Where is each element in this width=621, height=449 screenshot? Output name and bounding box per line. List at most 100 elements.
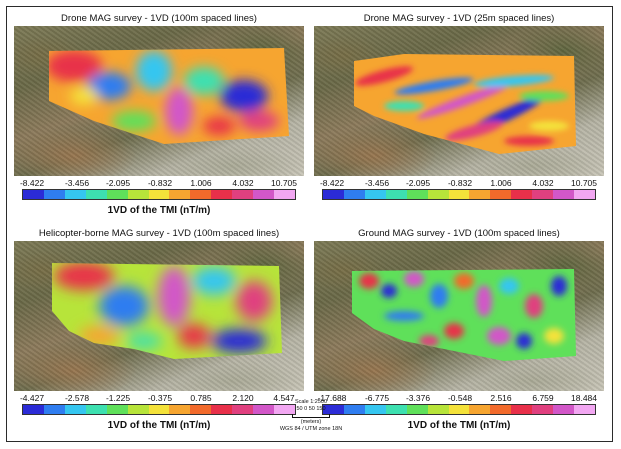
colorbar-area: -8.422 -3.456 -2.095 -0.832 1.006 4.032 … xyxy=(314,178,604,218)
satellite-map xyxy=(14,26,304,176)
colorbar-segment xyxy=(43,190,65,199)
colorbar-segment xyxy=(211,405,233,414)
tick-label: -2.095 xyxy=(405,178,431,188)
tick-label: -6.775 xyxy=(364,393,390,403)
tick-label: -4.427 xyxy=(19,393,45,403)
colorbar-label: 1VD of the TMI (nT/m) xyxy=(107,420,211,431)
tick-label: 4.032 xyxy=(532,178,554,188)
colorbar-label: 1VD of the TMI (nT/m) xyxy=(407,420,511,431)
colorbar-segment xyxy=(385,405,407,414)
tick-label: 4.547 xyxy=(273,393,295,403)
colorbar-segment xyxy=(343,405,365,414)
tick-label: -2.095 xyxy=(105,178,131,188)
colorbar-segment xyxy=(511,190,533,199)
panel-title: Ground MAG survey - 1VD (100m spaced lin… xyxy=(358,228,560,239)
colorbar xyxy=(322,404,596,415)
colorbar-segment xyxy=(323,405,344,414)
colorbar-segment xyxy=(574,190,595,199)
magnetic-anomaly-grid xyxy=(354,54,576,154)
colorbar-segment xyxy=(106,405,128,414)
tick-label: 10.705 xyxy=(271,178,297,188)
colorbar xyxy=(22,189,296,200)
colorbar-area: -8.422 -3.456 -2.095 -0.832 1.006 4.032 … xyxy=(14,178,304,218)
tick-label: -8.422 xyxy=(319,178,345,188)
colorbar-segment xyxy=(532,405,554,414)
tick-label: 18.484 xyxy=(571,393,597,403)
tick-label: -3.456 xyxy=(364,178,390,188)
colorbar-area: -4.427 -2.578 -1.225 -0.375 0.785 2.120 … xyxy=(14,393,304,433)
colorbar-segment xyxy=(64,190,86,199)
magnetic-anomaly-grid xyxy=(352,269,576,361)
panel-ground-100m: Ground MAG survey - 1VD (100m spaced lin… xyxy=(314,228,604,433)
panel-helicopter-100m: Helicopter-borne MAG survey - 1VD (100m … xyxy=(14,228,304,433)
colorbar-segment xyxy=(23,405,44,414)
scale-unit: (meters) xyxy=(300,419,322,425)
colorbar-segment xyxy=(553,190,575,199)
tick-label: -0.832 xyxy=(147,178,173,188)
colorbar-segment xyxy=(427,190,449,199)
colorbar xyxy=(322,189,596,200)
tick-label: 6.759 xyxy=(532,393,554,403)
tick-label: -0.375 xyxy=(147,393,173,403)
scale-crs: WGS 84 / UTM zone 18N xyxy=(279,426,343,432)
tick-label: 0.785 xyxy=(190,393,212,403)
tick-label: 10.705 xyxy=(571,178,597,188)
satellite-map xyxy=(14,241,304,391)
colorbar-segment xyxy=(253,405,275,414)
colorbar-segment xyxy=(448,405,470,414)
satellite-map xyxy=(314,26,604,176)
tick-label: -0.548 xyxy=(447,393,473,403)
colorbar-segment xyxy=(127,190,149,199)
colorbar-segment xyxy=(106,190,128,199)
tick-label: 4.032 xyxy=(232,178,254,188)
panel-drone-100m: Drone MAG survey - 1VD (100m spaced line… xyxy=(14,13,304,218)
colorbar-segment xyxy=(190,405,212,414)
tick-label: -8.422 xyxy=(19,178,45,188)
panel-title: Drone MAG survey - 1VD (100m spaced line… xyxy=(61,13,257,24)
colorbar-segment xyxy=(253,190,275,199)
colorbar-segment xyxy=(323,190,344,199)
tick-label: -1.225 xyxy=(105,393,131,403)
tick-label: 2.120 xyxy=(232,393,254,403)
tick-label: -3.376 xyxy=(405,393,431,403)
colorbar-segment xyxy=(85,405,107,414)
tick-label: -17.688 xyxy=(317,393,347,403)
scale-numbers: 50 0 50 150 xyxy=(296,406,326,412)
tick-label: -2.578 xyxy=(64,393,90,403)
tick-label: -0.832 xyxy=(447,178,473,188)
tick-label: -3.456 xyxy=(64,178,90,188)
colorbar-segment xyxy=(190,190,212,199)
colorbar-segment xyxy=(274,190,295,199)
colorbar-segment xyxy=(406,405,428,414)
colorbar-segment xyxy=(85,190,107,199)
tick-label: 2.516 xyxy=(490,393,512,403)
colorbar-segment xyxy=(490,405,512,414)
colorbar-segment xyxy=(364,190,386,199)
colorbar-segment xyxy=(364,405,386,414)
colorbar-segment xyxy=(64,405,86,414)
tick-label: 1.006 xyxy=(490,178,512,188)
colorbar-segment xyxy=(427,405,449,414)
panel-drone-25m: Drone MAG survey - 1VD (25m spaced lines… xyxy=(314,13,604,218)
satellite-map xyxy=(314,241,604,391)
colorbar-segment xyxy=(148,405,170,414)
tick-label: 1.006 xyxy=(190,178,212,188)
colorbar-segment xyxy=(169,190,191,199)
colorbar-segment xyxy=(406,190,428,199)
colorbar-segment xyxy=(43,405,65,414)
panel-title: Drone MAG survey - 1VD (25m spaced lines… xyxy=(363,13,555,24)
colorbar-label: 1VD of the TMI (nT/m) xyxy=(107,205,211,216)
colorbar-segment xyxy=(148,190,170,199)
panel-title: Helicopter-borne MAG survey - 1VD (100m … xyxy=(38,228,280,239)
colorbar-segment xyxy=(469,190,491,199)
colorbar xyxy=(22,404,296,415)
colorbar-segment xyxy=(469,405,491,414)
colorbar-segment xyxy=(511,405,533,414)
magnetic-anomaly-grid xyxy=(49,48,289,144)
colorbar-segment xyxy=(532,190,554,199)
magnetic-anomaly-grid xyxy=(52,263,282,359)
scale-title: Scale 1:2500 xyxy=(294,399,328,405)
colorbar-segment xyxy=(232,190,254,199)
colorbar-segment xyxy=(274,405,295,414)
map-scale: Scale 1:2500 50 0 50 150 (meters) WGS 84… xyxy=(276,399,346,433)
